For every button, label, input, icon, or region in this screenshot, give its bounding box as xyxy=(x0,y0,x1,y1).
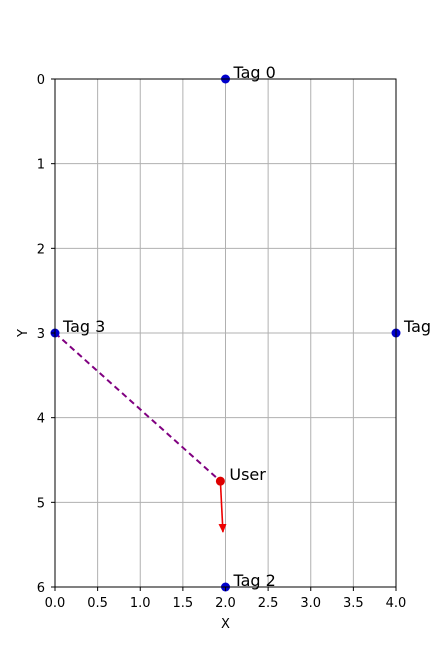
x-axis-label: X xyxy=(221,617,230,632)
x-tick-label: 4.0 xyxy=(386,596,407,611)
x-tick-label: 3.5 xyxy=(343,596,364,611)
user-tag-distance-line xyxy=(54,332,222,482)
tag-label: Tag 0 xyxy=(233,63,276,82)
x-tick-label: 1.5 xyxy=(173,596,194,611)
y-tick-label: 0 xyxy=(37,73,45,88)
x-tick-label: 2.0 xyxy=(215,596,236,611)
y-tick-label: 6 xyxy=(37,581,45,596)
y-axis-label: Y xyxy=(16,329,31,338)
x-tick-label: 3.0 xyxy=(300,596,321,611)
user-heading-arrow xyxy=(218,481,227,533)
axes: 0.0 0.5 1.0 1.5 2.0 2.5 3.0 3.5 4.0 0 1 2 3 4 5 6 X Y xyxy=(16,73,406,632)
user-label: User xyxy=(229,465,266,484)
y-tick-label: 2 xyxy=(37,242,45,257)
y-tick-label: 1 xyxy=(37,158,45,173)
x-tick-label: 0.0 xyxy=(45,596,66,611)
grid xyxy=(54,78,397,588)
tag-label: Tag 2 xyxy=(233,571,276,590)
y-tick-label: 4 xyxy=(37,412,45,427)
x-tick-label: 1.0 xyxy=(130,596,151,611)
y-tick-label: 5 xyxy=(37,496,45,511)
user-point xyxy=(215,476,225,486)
x-tick-label: 0.5 xyxy=(87,596,108,611)
tag-label: Tag xyxy=(403,317,431,336)
tag-label: Tag 3 xyxy=(62,317,105,336)
x-tick-label: 2.5 xyxy=(258,596,279,611)
plot-frame xyxy=(54,78,397,588)
y-tick-label: 3 xyxy=(37,327,45,342)
point-labels: Tag 0 Tag Tag 2 Tag 3 User xyxy=(62,63,431,590)
